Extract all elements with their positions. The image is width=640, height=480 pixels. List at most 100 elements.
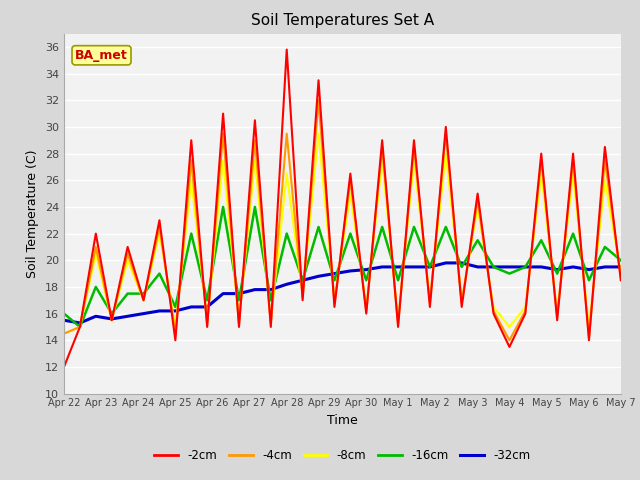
- -2cm: [92, 231, 100, 237]
- -16cm: [554, 271, 561, 276]
- -2cm: [172, 337, 179, 343]
- -32cm: [617, 264, 625, 270]
- -2cm: [538, 151, 545, 156]
- -4cm: [506, 337, 513, 343]
- -4cm: [585, 335, 593, 340]
- -4cm: [204, 322, 211, 327]
- Line: -16cm: -16cm: [64, 207, 621, 327]
- -16cm: [474, 238, 481, 243]
- -32cm: [346, 268, 354, 274]
- -2cm: [267, 324, 275, 330]
- -4cm: [474, 197, 481, 203]
- -8cm: [474, 204, 481, 210]
- -2cm: [362, 311, 370, 316]
- Legend: -2cm, -4cm, -8cm, -16cm, -32cm: -2cm, -4cm, -8cm, -16cm, -32cm: [150, 444, 535, 467]
- -8cm: [283, 171, 291, 177]
- -8cm: [442, 151, 450, 156]
- -2cm: [156, 217, 163, 223]
- -4cm: [251, 137, 259, 143]
- -8cm: [108, 317, 116, 323]
- Title: Soil Temperatures Set A: Soil Temperatures Set A: [251, 13, 434, 28]
- -4cm: [156, 224, 163, 230]
- Y-axis label: Soil Temperature (C): Soil Temperature (C): [26, 149, 39, 278]
- -32cm: [267, 287, 275, 292]
- -2cm: [220, 111, 227, 117]
- -32cm: [204, 304, 211, 310]
- -2cm: [346, 171, 354, 177]
- -16cm: [172, 304, 179, 310]
- -8cm: [76, 324, 84, 330]
- -32cm: [378, 264, 386, 270]
- -32cm: [60, 317, 68, 323]
- -8cm: [617, 271, 625, 276]
- -8cm: [267, 317, 275, 323]
- -8cm: [92, 251, 100, 256]
- -8cm: [458, 298, 465, 303]
- Line: -32cm: -32cm: [64, 263, 621, 323]
- -16cm: [251, 204, 259, 210]
- -2cm: [124, 244, 131, 250]
- -4cm: [76, 324, 84, 330]
- -8cm: [172, 324, 179, 330]
- -4cm: [267, 322, 275, 327]
- -16cm: [60, 311, 68, 316]
- -8cm: [506, 324, 513, 330]
- -4cm: [346, 178, 354, 183]
- -4cm: [538, 157, 545, 163]
- -8cm: [140, 298, 147, 303]
- -8cm: [315, 131, 323, 136]
- -8cm: [394, 317, 402, 323]
- -2cm: [474, 191, 481, 196]
- -8cm: [124, 257, 131, 263]
- -32cm: [362, 267, 370, 273]
- -4cm: [554, 313, 561, 319]
- -16cm: [156, 271, 163, 276]
- -32cm: [156, 308, 163, 314]
- -2cm: [394, 324, 402, 330]
- -16cm: [442, 224, 450, 230]
- -8cm: [569, 171, 577, 177]
- Line: -2cm: -2cm: [64, 49, 621, 367]
- -16cm: [76, 324, 84, 330]
- -8cm: [188, 178, 195, 183]
- -32cm: [124, 313, 131, 319]
- -4cm: [410, 144, 418, 150]
- -4cm: [442, 131, 450, 136]
- -8cm: [331, 298, 339, 303]
- -32cm: [506, 264, 513, 270]
- -32cm: [601, 264, 609, 270]
- -2cm: [569, 151, 577, 156]
- -16cm: [522, 264, 529, 270]
- -8cm: [554, 311, 561, 316]
- -8cm: [204, 317, 211, 323]
- -2cm: [315, 77, 323, 83]
- -32cm: [315, 274, 323, 279]
- -32cm: [585, 267, 593, 273]
- -4cm: [140, 298, 147, 303]
- -8cm: [362, 304, 370, 310]
- -2cm: [442, 124, 450, 130]
- -4cm: [220, 131, 227, 136]
- -32cm: [569, 264, 577, 270]
- -2cm: [378, 137, 386, 143]
- -8cm: [235, 317, 243, 323]
- -8cm: [60, 331, 68, 336]
- -2cm: [188, 137, 195, 143]
- -4cm: [569, 157, 577, 163]
- -4cm: [283, 131, 291, 136]
- -16cm: [220, 204, 227, 210]
- -32cm: [426, 264, 434, 270]
- -4cm: [60, 331, 68, 336]
- -8cm: [346, 191, 354, 196]
- -2cm: [522, 311, 529, 316]
- -32cm: [251, 287, 259, 292]
- -16cm: [490, 264, 497, 270]
- -16cm: [108, 311, 116, 316]
- -2cm: [299, 298, 307, 303]
- -2cm: [554, 317, 561, 323]
- -16cm: [315, 224, 323, 230]
- -2cm: [331, 304, 339, 310]
- -32cm: [538, 264, 545, 270]
- -16cm: [585, 277, 593, 283]
- -2cm: [617, 277, 625, 283]
